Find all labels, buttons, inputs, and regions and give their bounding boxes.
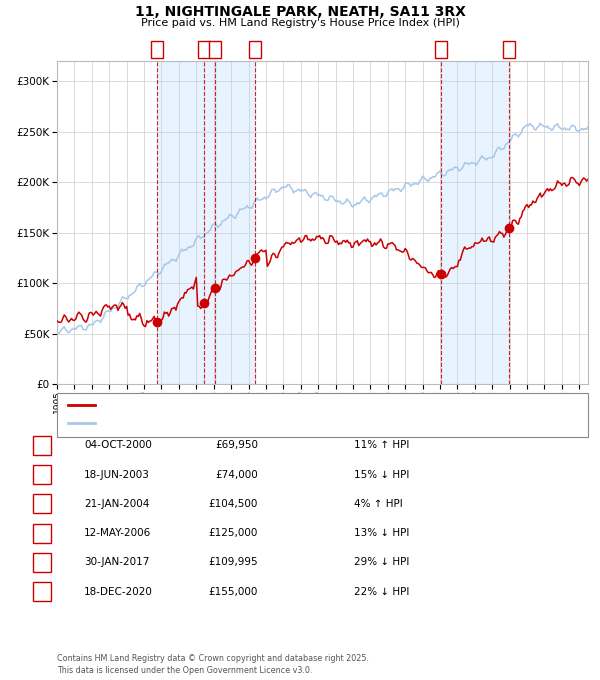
Bar xyxy=(442,61,509,384)
Text: 6: 6 xyxy=(38,587,46,596)
Text: 2: 2 xyxy=(38,470,46,479)
Text: £155,000: £155,000 xyxy=(209,587,258,596)
Text: 5: 5 xyxy=(38,558,46,567)
Text: 4% ↑ HPI: 4% ↑ HPI xyxy=(354,499,403,509)
Text: 11, NIGHTINGALE PARK, NEATH, SA11 3RX (detached house): 11, NIGHTINGALE PARK, NEATH, SA11 3RX (d… xyxy=(101,401,397,410)
Text: £109,995: £109,995 xyxy=(208,558,258,567)
Bar xyxy=(157,61,204,384)
Bar xyxy=(204,61,215,384)
Text: 4: 4 xyxy=(38,528,46,538)
Text: HPI: Average price, detached house, Neath Port Talbot: HPI: Average price, detached house, Neat… xyxy=(101,418,366,428)
Text: 18-JUN-2003: 18-JUN-2003 xyxy=(84,470,150,479)
Text: £125,000: £125,000 xyxy=(209,528,258,538)
Text: 21-JAN-2004: 21-JAN-2004 xyxy=(84,499,149,509)
Text: 12-MAY-2006: 12-MAY-2006 xyxy=(84,528,151,538)
Bar xyxy=(215,61,255,384)
Text: 11% ↑ HPI: 11% ↑ HPI xyxy=(354,441,409,450)
Text: 3: 3 xyxy=(212,45,217,54)
Text: £104,500: £104,500 xyxy=(209,499,258,509)
Text: 13% ↓ HPI: 13% ↓ HPI xyxy=(354,528,409,538)
Text: 1: 1 xyxy=(154,45,160,54)
Text: 18-DEC-2020: 18-DEC-2020 xyxy=(84,587,153,596)
Text: 15% ↓ HPI: 15% ↓ HPI xyxy=(354,470,409,479)
Text: £69,950: £69,950 xyxy=(215,441,258,450)
Text: This data is licensed under the Open Government Licence v3.0.: This data is licensed under the Open Gov… xyxy=(57,666,313,675)
Text: 4: 4 xyxy=(252,45,257,54)
Text: 5: 5 xyxy=(439,45,444,54)
Text: 29% ↓ HPI: 29% ↓ HPI xyxy=(354,558,409,567)
Text: Price paid vs. HM Land Registry's House Price Index (HPI): Price paid vs. HM Land Registry's House … xyxy=(140,18,460,29)
Text: 2: 2 xyxy=(202,45,207,54)
Text: Contains HM Land Registry data © Crown copyright and database right 2025.: Contains HM Land Registry data © Crown c… xyxy=(57,654,369,663)
Text: 3: 3 xyxy=(38,499,46,509)
Text: 30-JAN-2017: 30-JAN-2017 xyxy=(84,558,149,567)
Text: 04-OCT-2000: 04-OCT-2000 xyxy=(84,441,152,450)
Text: 22% ↓ HPI: 22% ↓ HPI xyxy=(354,587,409,596)
Text: 6: 6 xyxy=(506,45,512,54)
Text: 1: 1 xyxy=(38,441,46,450)
Text: £74,000: £74,000 xyxy=(215,470,258,479)
Text: 11, NIGHTINGALE PARK, NEATH, SA11 3RX: 11, NIGHTINGALE PARK, NEATH, SA11 3RX xyxy=(134,5,466,19)
